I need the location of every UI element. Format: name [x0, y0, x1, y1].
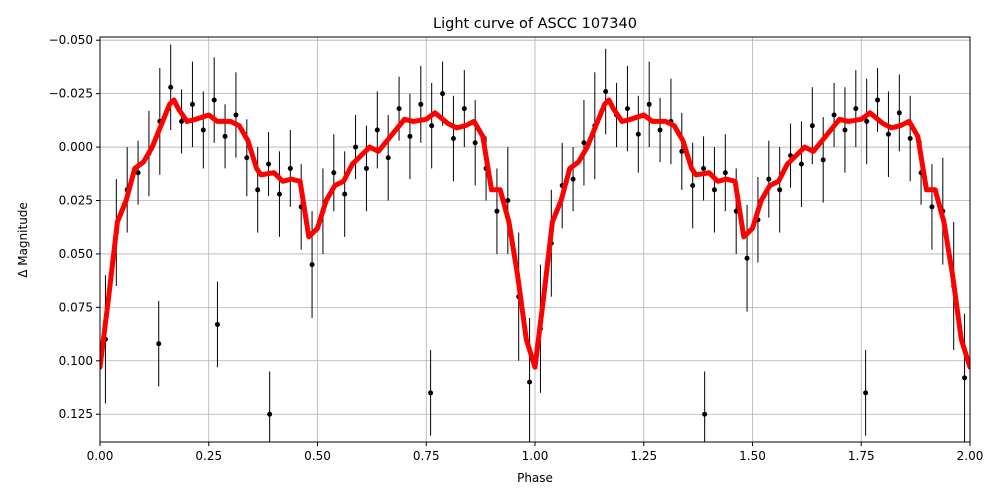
data-point: [461, 106, 467, 112]
data-point: [255, 187, 261, 193]
y-tick-label: 0.050: [59, 247, 93, 261]
data-point: [222, 133, 228, 139]
data-point: [189, 101, 195, 107]
data-point: [907, 136, 913, 142]
data-point: [385, 155, 391, 161]
data-point: [820, 157, 826, 163]
x-tick-label: 1.75: [848, 449, 875, 463]
data-point: [287, 165, 293, 171]
data-point: [646, 101, 652, 107]
data-point: [200, 127, 206, 133]
data-point: [233, 112, 239, 118]
data-point: [309, 262, 315, 268]
ticks: 0.00 0.25 0.50 0.75 1.00 1.25 1.50 1.75 2.00 −0.0…: [49, 33, 984, 463]
data-point: [875, 97, 881, 103]
x-tick-label: 0.00: [87, 449, 114, 463]
data-point: [581, 140, 587, 146]
chart-title: Light curve of ASCC 107340: [433, 16, 637, 32]
data-point: [701, 165, 707, 171]
data-point: [635, 131, 641, 137]
model-curve: [100, 97, 970, 370]
data-point: [864, 118, 870, 124]
data-point: [353, 144, 359, 150]
data-point: [505, 197, 511, 203]
x-tick-label: 0.25: [195, 449, 222, 463]
x-tick-label: 0.75: [413, 449, 440, 463]
data-point: [929, 204, 935, 210]
data-point: [472, 140, 478, 146]
y-tick-label: 0.100: [59, 354, 93, 368]
data-point: [570, 176, 576, 182]
data-point: [429, 123, 435, 129]
x-tick-label: 1.25: [630, 449, 657, 463]
data-point: [809, 123, 815, 129]
data-point: [276, 191, 282, 197]
data-point: [831, 112, 837, 118]
data-point: [211, 97, 217, 103]
data-point: [156, 341, 162, 347]
data-point: [766, 176, 772, 182]
data-point: [214, 321, 220, 327]
data-point: [244, 155, 250, 161]
data-point: [267, 411, 273, 417]
y-tick-label: 0.075: [59, 300, 93, 314]
y-tick-label: 0.025: [59, 193, 93, 207]
x-tick-label: 2.00: [957, 449, 984, 463]
data-point: [624, 106, 630, 112]
data-point: [711, 187, 717, 193]
data-point: [440, 91, 446, 97]
y-tick-label: −0.025: [49, 87, 93, 101]
data-point: [962, 375, 968, 381]
data-point: [331, 170, 337, 176]
data-point: [396, 106, 402, 112]
data-point: [494, 208, 500, 214]
data-point: [450, 136, 456, 142]
data-point: [266, 161, 272, 167]
data-point: [135, 170, 141, 176]
grid: [99, 37, 971, 442]
data-point: [798, 161, 804, 167]
y-tick-label: 0.000: [59, 140, 93, 154]
data-point: [342, 191, 348, 197]
y-tick-label: −0.050: [49, 33, 93, 47]
data-point: [777, 187, 783, 193]
data-point: [896, 110, 902, 116]
x-tick-label: 0.50: [304, 449, 331, 463]
data-point: [690, 183, 696, 189]
data-point: [885, 131, 891, 137]
data-point: [744, 255, 750, 261]
data-point: [527, 379, 533, 385]
plot-area: [100, 44, 970, 442]
data-point: [418, 101, 424, 107]
x-tick-label: 1.50: [739, 449, 766, 463]
data-point: [374, 127, 380, 133]
data-point: [603, 88, 609, 94]
data-point: [179, 118, 185, 124]
data-point: [428, 390, 434, 396]
data-point: [863, 390, 869, 396]
y-tick-label: 0.125: [59, 407, 93, 421]
x-tick-label: 1.00: [522, 449, 549, 463]
data-point: [679, 148, 685, 154]
data-point: [407, 133, 413, 139]
data-point: [842, 127, 848, 133]
data-point: [657, 127, 663, 133]
data-point: [363, 165, 369, 171]
data-point: [702, 411, 708, 417]
data-point: [168, 84, 174, 90]
data-point: [853, 106, 859, 112]
data-point: [722, 170, 728, 176]
x-axis-label: Phase: [517, 471, 553, 485]
y-axis-label: Δ Magnitude: [16, 202, 30, 278]
